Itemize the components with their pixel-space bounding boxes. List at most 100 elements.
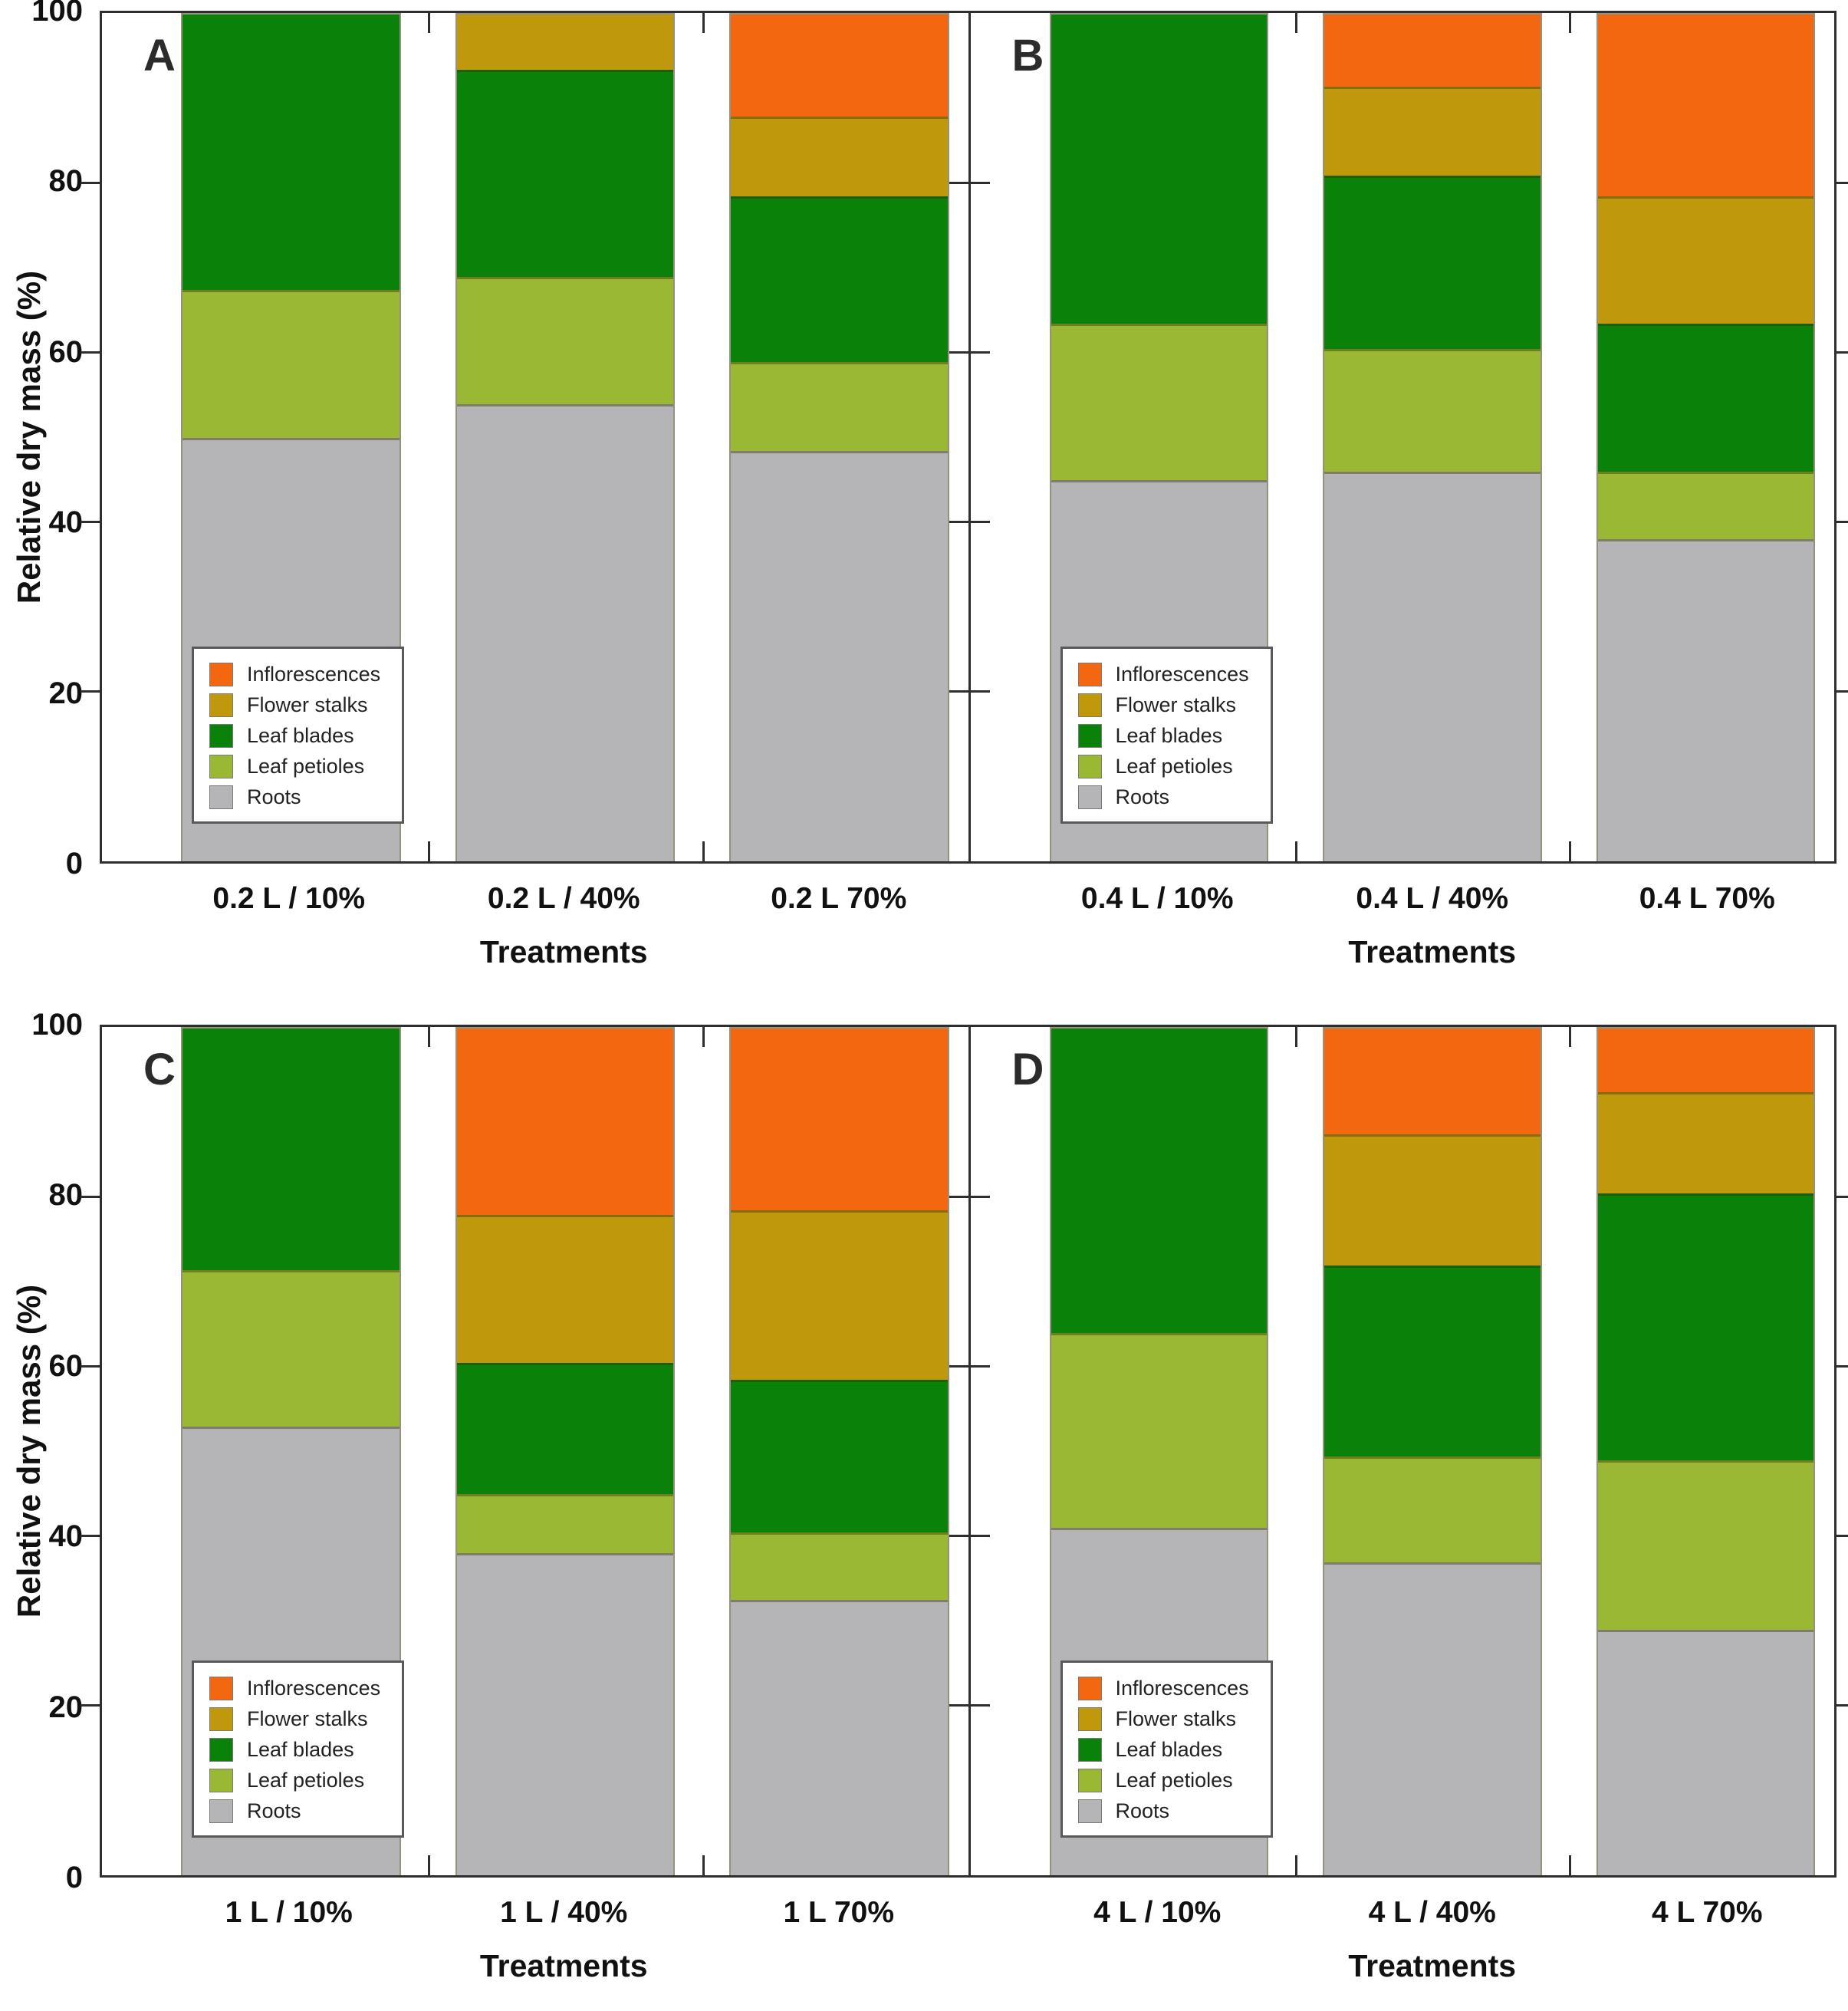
- legend-item-flower-stalks: Flower stalks: [209, 693, 380, 717]
- y-axis-tick: [1836, 1704, 1848, 1707]
- category-tick: [702, 841, 705, 861]
- panel-c: C Inflorescences Flower stalks Leaf blades L…: [81, 1027, 990, 1875]
- x-axis-title-spacer: [728, 934, 949, 970]
- bar-segment-leaf-petioles: [731, 361, 948, 451]
- bar-segment-leaf-petioles: [1324, 349, 1541, 472]
- category-tick: [702, 13, 705, 33]
- bar-segment-roots: [1324, 472, 1541, 861]
- category-tick: [702, 1855, 705, 1875]
- legend-swatch-flower-stalks: [209, 693, 233, 717]
- x-tick-label: 0.4 L / 40%: [1356, 882, 1509, 915]
- x-axis-title: Treatments: [479, 1948, 648, 1983]
- x-axis-titles: Treatments Treatments: [100, 934, 1836, 970]
- bar-segment-leaf-petioles: [456, 277, 673, 404]
- y-axis-tick: [970, 351, 990, 354]
- category-tick: [427, 13, 430, 33]
- legend-label: Roots: [247, 1799, 301, 1822]
- bar-segment-leaf-petioles: [1051, 1333, 1267, 1529]
- bar-segment-leaf-petioles: [731, 1532, 948, 1601]
- x-tick-label: 0.2 L 70%: [771, 882, 907, 915]
- legend-swatch-inflorescences: [1077, 663, 1102, 686]
- bar-segment-flower-stalks: [456, 15, 673, 70]
- panel-a: A Inflorescences Flower stalks Leaf blades L…: [81, 13, 990, 861]
- panel-letter-d: D: [1011, 1045, 1044, 1094]
- legend-item-roots: Roots: [1077, 785, 1249, 809]
- chart-row-bottom: Relative dry mass (%) C Inflorescences Flo…: [0, 1008, 1848, 2011]
- bar-segment-roots: [731, 450, 948, 861]
- bar-segment-flower-stalks: [456, 1214, 673, 1364]
- bar-segment-flower-stalks: [1597, 1091, 1813, 1194]
- legend-label: Leaf petioles: [247, 755, 365, 778]
- category-tick: [427, 841, 430, 861]
- legend-swatch-leaf-petioles: [209, 755, 233, 778]
- x-tick-label: 4 L 70%: [1651, 1896, 1763, 1929]
- y-axis-tick: [970, 521, 990, 524]
- legend-label: Flower stalks: [247, 1707, 368, 1730]
- y-axis-tick: [949, 1704, 968, 1707]
- legend: Inflorescences Flower stalks Leaf blades Le…: [1060, 647, 1273, 824]
- legend-label: Leaf blades: [247, 1738, 354, 1761]
- chart-row-top: Relative dry mass (%) A Inflorescences Flo…: [0, 0, 1848, 997]
- bar-segment-leaf-petioles: [1597, 1460, 1813, 1630]
- bar-segment-leaf-petioles: [1597, 472, 1813, 540]
- y-axis-tick: [970, 181, 990, 184]
- x-tick-label: 0.2 L / 10%: [212, 882, 366, 915]
- y-axis-tick: [949, 1195, 968, 1198]
- y-axis-tick: [1836, 690, 1848, 693]
- y-axis-tick: [949, 521, 968, 524]
- legend-label: Leaf petioles: [247, 1769, 365, 1792]
- x-tick-labels: 1 L / 10% 1 L / 40% 1 L 70% 4 L / 10% 4 L /…: [100, 1896, 1836, 1930]
- bar-segment-flower-stalks: [731, 1210, 948, 1381]
- legend-swatch-inflorescences: [209, 663, 233, 686]
- x-axis-title-spacer: [179, 934, 400, 970]
- y-axis-tick: [970, 690, 990, 693]
- legend-swatch-leaf-blades: [209, 724, 233, 748]
- y-tick-label: 20: [48, 676, 84, 710]
- y-axis-tick: [949, 351, 968, 354]
- legend: Inflorescences Flower stalks Leaf blades Le…: [1060, 1660, 1273, 1838]
- y-axis-tick: [1836, 1364, 1848, 1368]
- y-axis-tick: [1836, 521, 1848, 524]
- bar-segment-flower-stalks: [731, 116, 948, 197]
- legend-label: Leaf petioles: [1115, 755, 1233, 778]
- bar-segment-inflorescences: [731, 1029, 948, 1211]
- legend-label: Leaf blades: [1115, 724, 1223, 747]
- legend-item-roots: Roots: [209, 785, 380, 809]
- bar-segment-leaf-blades: [1051, 1029, 1267, 1334]
- legend-swatch-roots: [209, 785, 233, 809]
- legend-item-flower-stalks: Flower stalks: [1077, 693, 1249, 717]
- category-tick: [1569, 1855, 1572, 1875]
- plot-box: A Inflorescences Flower stalks Leaf blades L…: [81, 11, 1848, 864]
- legend-item-flower-stalks: Flower stalks: [209, 1707, 380, 1731]
- bar-segment-leaf-blades: [731, 1380, 948, 1532]
- y-tick-label: 60: [48, 334, 84, 369]
- stacked-bar-4-l-70-: [1596, 1027, 1815, 1875]
- category-tick: [1295, 841, 1298, 861]
- legend-label: Roots: [1115, 785, 1170, 808]
- category-tick: [427, 1027, 430, 1047]
- y-tick-label: 40: [48, 1519, 84, 1554]
- y-axis-tick: [949, 690, 968, 693]
- legend-label: Flower stalks: [1115, 693, 1237, 716]
- y-axis-tick: [81, 1535, 100, 1538]
- x-axis-title-spacer: [1047, 934, 1268, 970]
- legend-item-roots: Roots: [209, 1799, 380, 1823]
- legend-item-inflorescences: Inflorescences: [1077, 663, 1249, 686]
- y-axis-tick: [81, 1195, 100, 1198]
- x-axis-title-spacer: [1597, 1948, 1818, 1984]
- legend-item-leaf-petioles: Leaf petioles: [209, 755, 380, 778]
- bar-segment-roots: [731, 1600, 948, 1875]
- stacked-bar-0-4-l-40-: [1323, 13, 1542, 861]
- y-axis-tick: [970, 1704, 990, 1707]
- bar-segment-roots: [1597, 1629, 1813, 1875]
- legend-swatch-leaf-petioles: [1077, 1769, 1102, 1792]
- legend-label: Roots: [247, 785, 301, 808]
- y-tick-label: 20: [48, 1690, 84, 1724]
- category-tick: [1569, 841, 1572, 861]
- legend-item-inflorescences: Inflorescences: [209, 1677, 380, 1700]
- stacked-bar-4-l-40-: [1323, 1027, 1542, 1875]
- legend-label: Roots: [1115, 1799, 1170, 1822]
- y-axis-title: Relative dry mass (%): [11, 1284, 47, 1618]
- y-axis-tick: [81, 1364, 100, 1368]
- bar-segment-roots: [1324, 1562, 1541, 1875]
